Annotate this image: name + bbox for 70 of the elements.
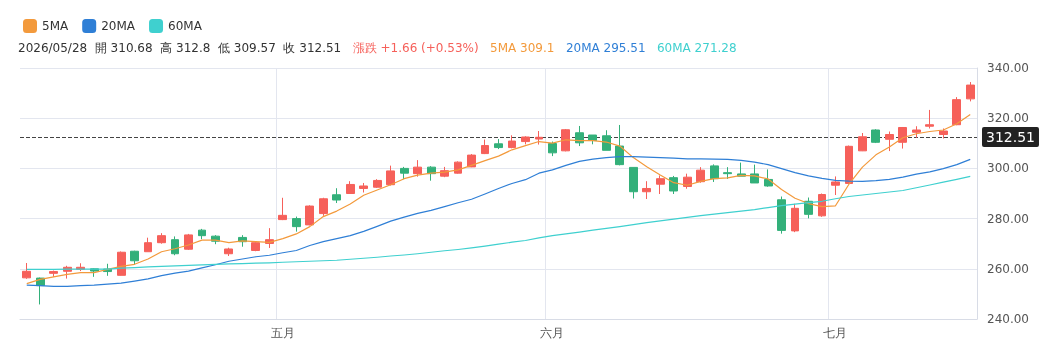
candlestick: [723, 166, 732, 180]
candlestick: [777, 196, 786, 235]
y-tick-label: 320.00: [987, 111, 1029, 126]
candlestick: [144, 237, 152, 253]
candlestick: [602, 129, 611, 151]
legend-label: 20MA: [101, 19, 136, 33]
candlestick: [413, 159, 422, 178]
line-series: [26, 175, 971, 270]
candlestick: [966, 81, 975, 102]
candlestick: [656, 174, 665, 195]
candlestick: [521, 135, 530, 145]
candlestick: [710, 163, 719, 183]
text: 60MA 271.28: [656, 41, 737, 55]
candlestick: [885, 131, 894, 152]
candlestick: [629, 166, 638, 200]
candlestick: [575, 125, 584, 147]
line-series: [26, 156, 971, 287]
candlestick: [184, 233, 193, 251]
candlestick: [561, 128, 570, 152]
y-tick-label: 340.00: [987, 61, 1029, 75]
candlestick: [696, 166, 705, 184]
y-tick-label: 280.00: [987, 211, 1029, 226]
chart-subtitle: 2026/05/28 開 310.68 高 312.8 低 309.57 收 312.51: [18, 41, 342, 55]
candlestick: [278, 197, 287, 221]
candlestick: [925, 109, 934, 129]
candlestick: [346, 180, 355, 195]
x-tick-label: 七月: [823, 326, 848, 340]
candlestick: [494, 138, 503, 150]
candlestick: [251, 240, 260, 252]
candlestick: [157, 232, 166, 245]
candlestick: [332, 187, 341, 204]
legend-label: 60MA: [168, 19, 203, 33]
candlestick: [791, 203, 799, 233]
candlestick: [49, 270, 58, 278]
candlestick: [130, 250, 139, 266]
candlestick: [508, 134, 516, 149]
candlestick: [305, 204, 314, 226]
candlestick: [615, 124, 624, 166]
candlestick: [171, 235, 179, 256]
candlestick: [912, 125, 921, 139]
y-tick-label: 240.00: [987, 312, 1029, 326]
candlestick: [22, 262, 31, 280]
legend-label: 5MA: [42, 19, 69, 33]
candlestick: [871, 128, 880, 144]
y-tick-label: 260.00: [987, 261, 1029, 276]
candlestick: [386, 165, 395, 186]
candlestick: [359, 182, 368, 193]
line-series: [26, 113, 971, 285]
text: 20MA 295.51: [565, 41, 646, 55]
candlestick: [198, 228, 206, 240]
x-tick-label: 五月: [270, 326, 295, 340]
ref-line-label: 312.51: [986, 129, 1035, 145]
candlestick: [535, 130, 543, 146]
candlestick: [858, 132, 867, 152]
candlestick: [400, 166, 409, 180]
candlestick: [952, 96, 961, 126]
candlestick: [845, 145, 853, 185]
candlestick: [373, 178, 382, 189]
text: 漲跌 +1.66 (+0.53%): [352, 41, 479, 55]
candlestick: [319, 197, 328, 217]
candlestick: [224, 247, 233, 257]
candlestick: [831, 175, 840, 196]
candlestick: [548, 141, 557, 157]
candlestick: [481, 139, 489, 155]
candlestick: [898, 126, 907, 150]
text: 5MA 309.1: [490, 41, 555, 55]
y-tick-label: 300.00: [987, 161, 1029, 176]
x-tick-label: 六月: [540, 326, 565, 340]
candlestick: [642, 180, 651, 200]
candlestick: [292, 216, 301, 233]
